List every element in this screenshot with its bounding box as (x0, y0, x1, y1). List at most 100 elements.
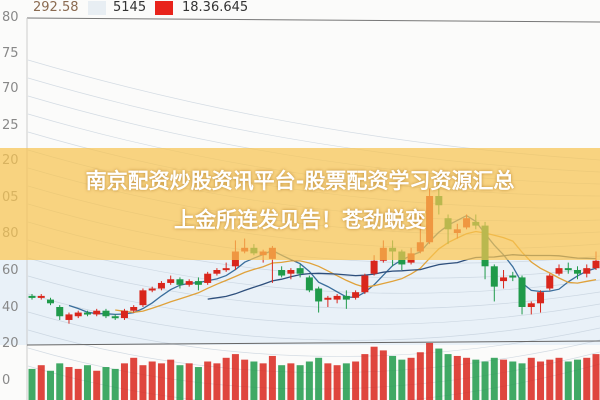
candle (46, 297, 54, 306)
candle-body (185, 281, 193, 285)
volume-bar (555, 357, 563, 400)
volume-bar (379, 350, 387, 400)
candle (315, 286, 323, 313)
volume-bar (333, 365, 341, 400)
volume-bar (56, 363, 64, 400)
candle (583, 264, 591, 278)
volume-bar (398, 359, 406, 400)
candle (333, 294, 341, 304)
candle-body (333, 295, 341, 300)
volume-bar (546, 359, 554, 400)
y-tick-label: 20 (2, 336, 19, 351)
candle-body (592, 260, 600, 269)
candle (527, 301, 535, 315)
volume-bar (130, 357, 138, 400)
volume-bar (592, 354, 600, 400)
candle (139, 288, 147, 307)
candle (120, 308, 128, 320)
candle (278, 266, 286, 278)
overlay-title-line2: 上金所连发见告！苍劲蜕变 (174, 208, 426, 232)
candle (148, 286, 156, 293)
volume-bar (102, 367, 110, 400)
volume-bar (537, 361, 545, 400)
candle-body (139, 290, 147, 306)
candle-body (65, 314, 73, 320)
candle (509, 271, 517, 282)
candle-body (342, 295, 350, 300)
candle-body (28, 295, 36, 298)
candle-body (46, 299, 54, 304)
y-tick-label: 25 (2, 118, 19, 133)
legend-swatch-red (155, 1, 173, 15)
volume-bar (361, 354, 369, 400)
candle-body (102, 310, 110, 317)
candle-body (148, 288, 156, 291)
volume-bar (185, 363, 193, 400)
background-curve (27, 59, 600, 161)
volume-bar (453, 355, 461, 400)
candle (74, 310, 82, 319)
volume-bar (250, 361, 258, 400)
volume-bar (463, 357, 471, 400)
candle (37, 294, 45, 300)
volume-bar (148, 361, 156, 400)
legend-swatch-light (88, 1, 106, 15)
volume-bar (287, 363, 295, 400)
volume-bar (490, 357, 498, 400)
volume-bar (444, 354, 452, 400)
candle-body (370, 260, 378, 274)
candle (213, 268, 221, 276)
volume-bar (268, 355, 276, 400)
volume-bar (370, 346, 378, 400)
volume-bar (241, 359, 249, 400)
volume-bar (352, 361, 360, 400)
volume-bar (204, 361, 212, 400)
candle (65, 312, 73, 324)
volume-bar (46, 370, 54, 400)
volume-bar (194, 367, 202, 400)
candle-body (222, 268, 230, 271)
candle (185, 279, 193, 287)
candle-body (324, 297, 332, 300)
candle (352, 290, 360, 300)
candle-body (546, 275, 554, 289)
volume-bar (37, 365, 45, 400)
candle (56, 305, 64, 320)
candle-body (527, 303, 535, 307)
y-tick-label: 0 (2, 373, 11, 388)
title-overlay-band (0, 148, 600, 260)
y-tick-label: 70 (2, 81, 19, 96)
candle-body (500, 277, 508, 282)
volume-bar (120, 363, 128, 400)
volume-bar (500, 359, 508, 400)
legend: 292.58 5145 18.36.645 (0, 0, 600, 18)
y-tick-label: 80 (2, 10, 19, 25)
candle (176, 277, 184, 289)
candle-body (574, 270, 582, 274)
candle-body (111, 316, 119, 319)
candle (518, 275, 526, 315)
volume-bar (509, 361, 517, 400)
candle-body (361, 275, 369, 293)
candle (102, 308, 110, 319)
candle-body (176, 279, 184, 285)
candle (93, 308, 101, 317)
volume-bar (472, 359, 480, 400)
candle (546, 273, 554, 291)
volume-bar (176, 365, 184, 400)
background-curve (27, 257, 600, 310)
volume-bar (305, 361, 313, 400)
candle (361, 273, 369, 295)
ma-line-5 (68, 214, 597, 316)
candle-body (296, 268, 304, 274)
candle (204, 271, 212, 285)
candle (28, 294, 36, 300)
candle-body (37, 295, 45, 298)
candle (111, 314, 119, 320)
candle-body (83, 312, 91, 315)
volume-bar (315, 357, 323, 400)
candle-body (583, 268, 591, 274)
candle-body (213, 270, 221, 274)
candle-body (194, 281, 202, 285)
